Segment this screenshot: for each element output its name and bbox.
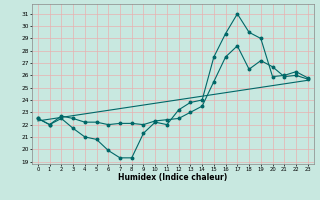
X-axis label: Humidex (Indice chaleur): Humidex (Indice chaleur): [118, 173, 228, 182]
